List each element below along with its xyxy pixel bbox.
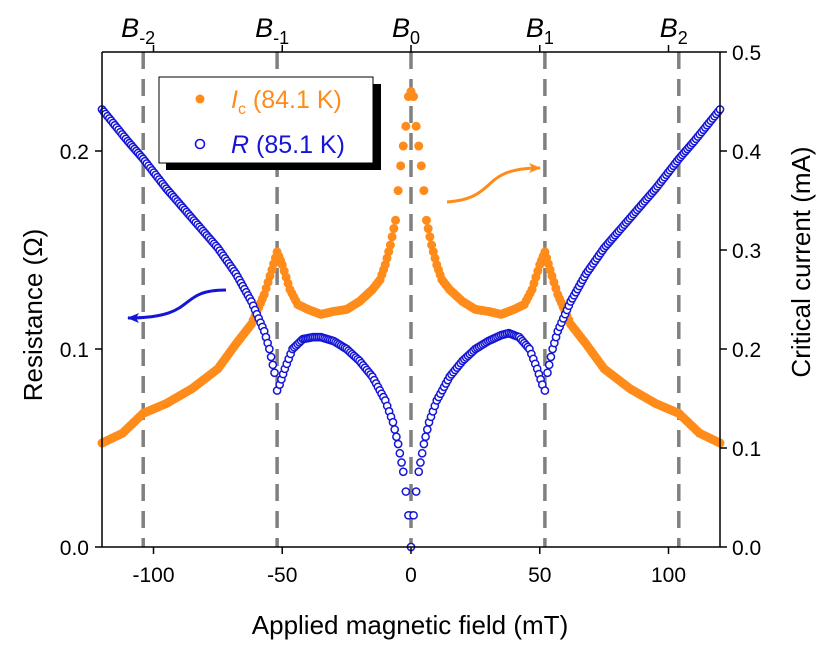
legend-label-resistance: R (85.1 K) bbox=[231, 131, 345, 159]
resistance-point bbox=[270, 368, 279, 378]
y-right-tick-label: 0.3 bbox=[732, 240, 761, 263]
critical-current-point bbox=[416, 161, 426, 171]
critical-current-point bbox=[398, 141, 408, 151]
resistance-point bbox=[266, 352, 276, 362]
resistance-point bbox=[388, 417, 398, 427]
resistance-point bbox=[543, 368, 552, 378]
y-left-tick-label: 0.0 bbox=[60, 537, 89, 560]
resistance-point bbox=[401, 487, 411, 496]
y-right-tick-label: 0.0 bbox=[732, 537, 761, 560]
resistance-point bbox=[393, 439, 403, 449]
y-right-tick-label: 0.5 bbox=[732, 42, 761, 65]
critical-current-point bbox=[419, 186, 429, 196]
axis-ticks: -100 -50 0 50 100 0.0 0.1 0.2 0.0 0.1 0.2 0.3 0.4 0.5 bbox=[60, 42, 762, 587]
critical-current-point bbox=[401, 121, 411, 131]
critical-current-point bbox=[411, 121, 421, 131]
legend-marker-orange bbox=[195, 94, 205, 104]
resistance-point bbox=[421, 432, 430, 442]
resistance-point bbox=[265, 344, 274, 354]
legend-box bbox=[158, 76, 374, 164]
x-axis-title: Applied magnetic field (mT) bbox=[252, 610, 568, 640]
critical-current-point bbox=[423, 224, 433, 234]
critical-current-point bbox=[391, 215, 401, 225]
x-tick-label: 50 bbox=[528, 564, 551, 587]
y-right-tick-label: 0.4 bbox=[732, 141, 762, 164]
critical-current-point bbox=[409, 92, 419, 102]
critical-current-point bbox=[414, 141, 424, 151]
resistance-point bbox=[417, 448, 427, 458]
b-label--2: B-2 bbox=[121, 13, 155, 48]
resistance-point bbox=[409, 510, 418, 520]
y-left-tick-label: 0.1 bbox=[60, 339, 89, 362]
critical-current-point bbox=[425, 232, 435, 242]
b-label-0: B0 bbox=[392, 13, 420, 48]
arrow-to-left-axis bbox=[127, 288, 227, 323]
resistance-point bbox=[540, 386, 550, 395]
y-right-axis-title: Critical current (mA) bbox=[786, 146, 816, 377]
y-left-tick-label: 0.2 bbox=[60, 141, 89, 164]
b-label--1: B-1 bbox=[255, 13, 289, 48]
critical-current-point bbox=[385, 240, 395, 250]
arrow-to-right-axis bbox=[446, 163, 541, 204]
b-label-1: B1 bbox=[526, 13, 554, 48]
resistance-point bbox=[395, 448, 405, 458]
critical-current-point bbox=[393, 186, 403, 196]
y-left-axis-title: Resistance (Ω) bbox=[18, 229, 48, 402]
critical-current-point bbox=[396, 161, 406, 171]
legend-marker-blue bbox=[194, 138, 206, 150]
critical-current-series bbox=[97, 87, 725, 448]
resistance-series bbox=[97, 105, 725, 552]
b-label-2: B2 bbox=[660, 13, 688, 48]
resistance-point bbox=[397, 458, 406, 467]
x-tick-label: -100 bbox=[132, 564, 174, 587]
resistance-point bbox=[411, 487, 421, 496]
y-right-tick-label: 0.1 bbox=[732, 438, 761, 461]
y-right-tick-label: 0.2 bbox=[732, 339, 761, 362]
x-tick-label: -50 bbox=[267, 564, 297, 587]
resistance-point bbox=[544, 360, 554, 370]
resistance-point bbox=[268, 360, 278, 370]
resistance-point bbox=[414, 467, 424, 477]
x-tick-label: 100 bbox=[651, 564, 686, 587]
resistance-point bbox=[390, 425, 400, 434]
x-tick-label: 0 bbox=[405, 564, 417, 587]
resistance-point bbox=[419, 439, 429, 449]
resistance-point bbox=[392, 432, 401, 442]
legend: Ic (84.1 K) R (85.1 K) bbox=[158, 76, 381, 170]
field-labels: B-2 B-1 B0 B1 B2 bbox=[121, 13, 688, 48]
critical-current-point bbox=[421, 215, 431, 225]
resistance-point bbox=[422, 425, 432, 434]
resistance-point bbox=[398, 467, 408, 477]
critical-current-point bbox=[387, 232, 397, 242]
resistance-point bbox=[546, 352, 556, 362]
legend-label-critical-current: Ic (84.1 K) bbox=[231, 86, 342, 118]
resistance-point bbox=[416, 458, 425, 467]
critical-current-point bbox=[389, 224, 399, 234]
